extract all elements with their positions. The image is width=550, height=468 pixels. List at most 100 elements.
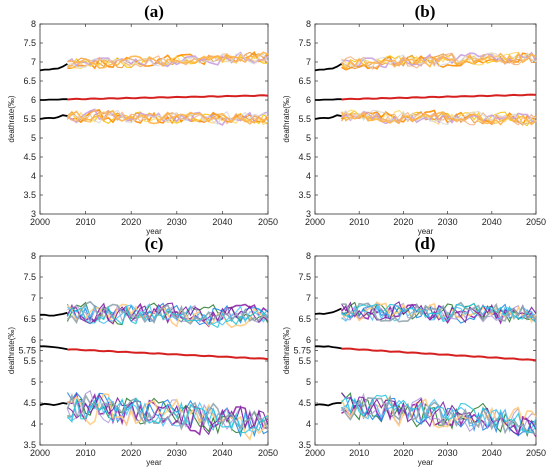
y-tick-label: 5.5 bbox=[23, 114, 36, 124]
x-axis-label: year bbox=[418, 458, 434, 467]
ensemble-series-line bbox=[340, 111, 537, 126]
y-tick-label: 7.5 bbox=[298, 272, 311, 282]
y-tick-label: 4 bbox=[31, 419, 36, 429]
ensemble-series-line bbox=[340, 51, 537, 71]
mean-projection-line bbox=[341, 347, 537, 362]
y-tick-label: 3.5 bbox=[298, 440, 311, 450]
x-tick-label: 2010 bbox=[76, 217, 96, 227]
ensemble-series-line bbox=[66, 110, 269, 125]
y-axis-label: deathrate(‰) bbox=[282, 95, 291, 142]
ensemble-series-line bbox=[341, 109, 537, 126]
historical-line bbox=[314, 63, 342, 72]
historical-line bbox=[39, 402, 68, 407]
historical-line bbox=[39, 63, 68, 72]
panel-c: (c) 3.5 4 4.5 5 5.55.756 6.5 7 7.5 8 2000 2010 2020 2… bbox=[7, 234, 278, 467]
y-tick-label: 8 bbox=[31, 251, 36, 261]
y-tick-label: 4 bbox=[31, 171, 36, 181]
y-tick-label: 8 bbox=[306, 19, 311, 29]
ensemble-series-line bbox=[67, 109, 269, 125]
y-tick-label: 4.5 bbox=[23, 398, 36, 408]
ensemble-series-line bbox=[341, 110, 537, 125]
y-tick-label: 6.5 bbox=[23, 314, 36, 324]
y-tick-label: 3 bbox=[306, 209, 311, 219]
x-tick-label: 2030 bbox=[438, 448, 458, 458]
x-tick-label: 2020 bbox=[121, 217, 141, 227]
panel-b: (b) 3 3.5 4 4.5 5 5.5 6 6.5 7 7.5 8 2000 2010 2020 2030… bbox=[282, 2, 546, 236]
y-tick-label: 6.5 bbox=[298, 76, 311, 86]
ensemble-series-line bbox=[66, 306, 269, 329]
y-tick-label: 6 bbox=[306, 95, 311, 105]
historical-line bbox=[314, 402, 342, 407]
panel-label: (d) bbox=[415, 234, 436, 253]
ensemble-series-line bbox=[66, 303, 269, 329]
historical-line bbox=[314, 307, 342, 315]
ensemble-series-line bbox=[67, 51, 269, 69]
historical-line bbox=[40, 311, 68, 317]
ensemble-series-line bbox=[66, 397, 269, 434]
x-tick-label: 2040 bbox=[212, 448, 232, 458]
y-tick-label: 5.75 bbox=[18, 346, 36, 356]
x-axis-label: year bbox=[146, 227, 162, 236]
y-tick-label: 7 bbox=[31, 293, 36, 303]
x-tick-label: 2030 bbox=[438, 217, 458, 227]
x-tick-label: 2000 bbox=[30, 448, 50, 458]
ensemble-series-line bbox=[341, 394, 537, 434]
y-tick-label: 7 bbox=[31, 57, 36, 67]
panel-d: (d) 3.5 4 4.5 5 5.55.756 6.5 7 7.5 8 2000 2010 2020 2… bbox=[282, 234, 546, 467]
x-axis-label: year bbox=[418, 227, 434, 236]
mean-projection-line bbox=[67, 348, 269, 361]
x-tick-label: 2010 bbox=[349, 448, 369, 458]
ensemble-series-line bbox=[340, 301, 537, 324]
historical-line bbox=[315, 98, 342, 101]
y-tick-label: 6.5 bbox=[298, 314, 311, 324]
y-tick-label: 8 bbox=[31, 19, 36, 29]
panel-label: (a) bbox=[144, 2, 164, 21]
y-tick-label: 5 bbox=[31, 133, 36, 143]
x-tick-label: 2030 bbox=[167, 217, 187, 227]
y-tick-label: 4.5 bbox=[298, 398, 311, 408]
y-axis-label: deathrate(‰) bbox=[7, 95, 16, 142]
y-tick-label: 6 bbox=[31, 335, 36, 345]
x-tick-label: 2050 bbox=[526, 448, 546, 458]
y-tick-label: 6 bbox=[306, 335, 311, 345]
y-tick-label: 5.5 bbox=[298, 114, 311, 124]
y-tick-label: 4.5 bbox=[298, 152, 311, 162]
x-tick-label: 2010 bbox=[349, 217, 369, 227]
y-axis-label: deathrate(‰) bbox=[282, 327, 291, 374]
y-tick-label: 7 bbox=[306, 57, 311, 67]
mean-projection-line bbox=[67, 94, 269, 101]
historical-line bbox=[40, 345, 68, 351]
panel-a: (a) 3 3.5 4 4.5 5 5.5 6 6.5 7 7.5 8 2000 2010 2020 2030… bbox=[7, 2, 278, 236]
x-tick-label: 2040 bbox=[212, 217, 232, 227]
y-tick-label: 3.5 bbox=[23, 440, 36, 450]
historical-line bbox=[315, 345, 342, 350]
y-tick-label: 5.5 bbox=[298, 356, 311, 366]
x-tick-label: 2010 bbox=[76, 448, 96, 458]
x-tick-label: 2040 bbox=[482, 448, 502, 458]
y-tick-label: 5 bbox=[31, 377, 36, 387]
y-tick-label: 5 bbox=[306, 133, 311, 143]
ensemble-series-line bbox=[67, 109, 269, 126]
y-tick-label: 5.5 bbox=[23, 356, 36, 366]
ensemble-series-line bbox=[67, 53, 269, 68]
y-tick-label: 6 bbox=[31, 95, 36, 105]
y-tick-label: 6.5 bbox=[23, 76, 36, 86]
ensemble-series-line bbox=[341, 302, 537, 324]
y-tick-label: 7.5 bbox=[23, 272, 36, 282]
ensemble-series-line bbox=[66, 302, 269, 325]
x-tick-label: 2000 bbox=[305, 448, 325, 458]
ensemble-series-line bbox=[341, 301, 537, 323]
y-tick-label: 4 bbox=[306, 171, 311, 181]
panel-label: (c) bbox=[145, 234, 164, 253]
panel-label: (b) bbox=[415, 2, 436, 21]
y-tick-label: 5 bbox=[306, 377, 311, 387]
historical-line bbox=[39, 114, 68, 120]
y-tick-label: 7 bbox=[306, 293, 311, 303]
historical-line bbox=[314, 114, 342, 120]
y-tick-label: 3.5 bbox=[298, 190, 311, 200]
y-tick-label: 7.5 bbox=[23, 38, 36, 48]
y-tick-label: 3.5 bbox=[23, 190, 36, 200]
x-tick-label: 2000 bbox=[30, 217, 50, 227]
y-tick-label: 4.5 bbox=[23, 152, 36, 162]
